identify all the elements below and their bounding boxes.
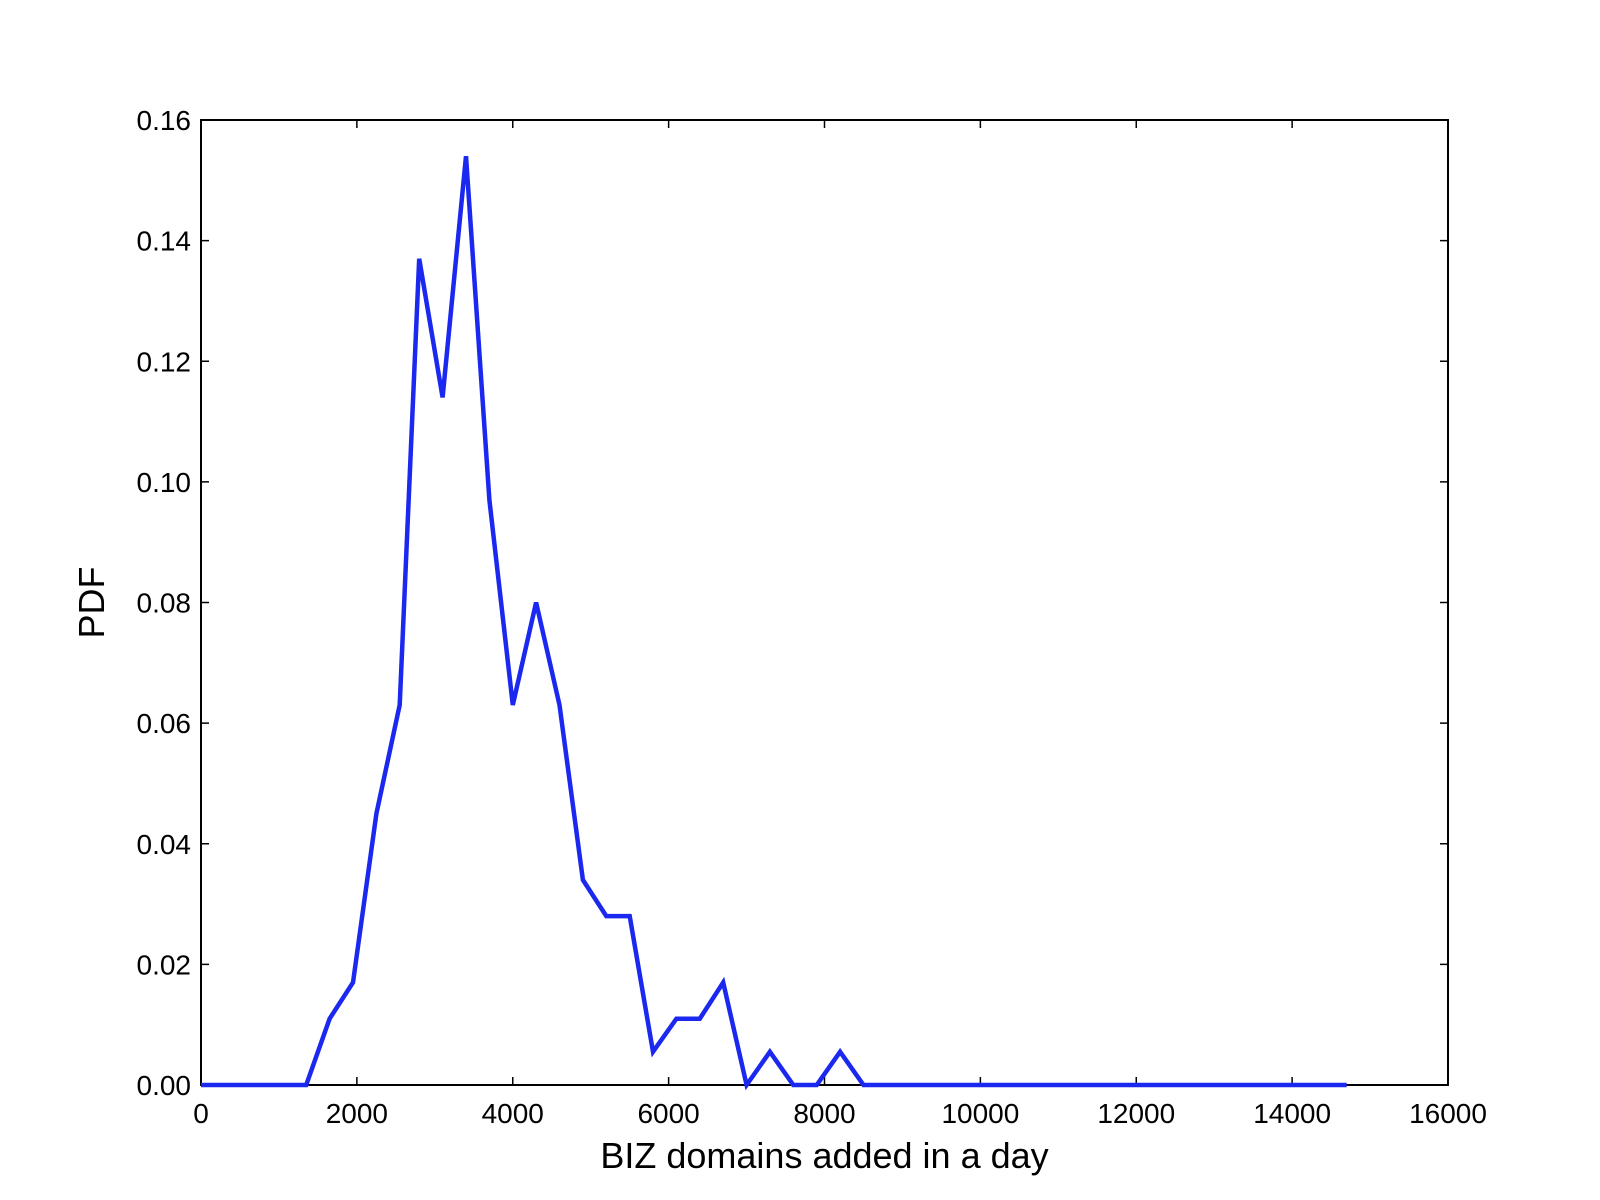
y-tick-label: 0.06 [137, 708, 192, 739]
x-tick-label: 16000 [1409, 1098, 1487, 1129]
y-tick-label: 0.00 [137, 1070, 192, 1101]
series-layer [201, 155, 1347, 1091]
x-tick-label: 10000 [941, 1098, 1019, 1129]
x-tick-label: 8000 [793, 1098, 855, 1129]
x-tick-label: 0 [193, 1098, 209, 1129]
x-axis-label: BIZ domains added in a day [600, 1135, 1048, 1176]
tick-labels: 0 2000 4000 6000 8000 10000 12000 14000 16000 0.0… [137, 105, 1487, 1129]
y-tick-label: 0.16 [137, 105, 192, 136]
ticks [200, 119, 1449, 1086]
y-tick-label: 0.04 [137, 829, 192, 860]
y-tick-label: 0.12 [137, 346, 192, 377]
x-tick-label: 14000 [1253, 1098, 1331, 1129]
x-tick-label: 4000 [482, 1098, 544, 1129]
series-line-0 [201, 155, 1347, 1091]
y-tick-label: 0.02 [137, 949, 192, 980]
y-tick-label: 0.08 [137, 588, 192, 619]
x-tick-label: 2000 [326, 1098, 388, 1129]
y-tick-label: 0.10 [137, 467, 192, 498]
plot-frame [200, 119, 1449, 1086]
y-tick-label: 0.14 [137, 226, 192, 257]
x-tick-label: 6000 [637, 1098, 699, 1129]
x-tick-label: 12000 [1097, 1098, 1175, 1129]
y-axis-label: PDF [71, 567, 112, 639]
